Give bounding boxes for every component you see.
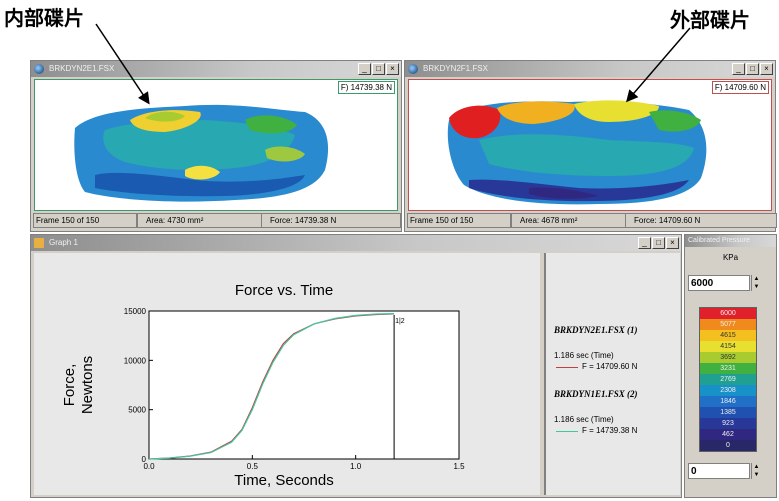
scale-cell: 5077 bbox=[700, 319, 756, 330]
x-axis-label: Time, Seconds bbox=[234, 472, 334, 489]
cursor-label: 1|2 bbox=[395, 318, 405, 325]
pressure-color-scale: 6000 5077 4615 4154 3692 3231 2769 2308 1846 1385… bbox=[699, 307, 757, 452]
right-window-titlebar[interactable]: BRKDYN2F1.FSX _ □ × bbox=[405, 61, 775, 77]
pressure-panel-title: Calibrated Pressure bbox=[688, 237, 750, 244]
y-axis-label: Newtons bbox=[79, 356, 96, 414]
left-status-frame: Frame 150 of 150 bbox=[33, 213, 137, 228]
y-tick-label: 10000 bbox=[124, 356, 147, 365]
x-tick-label: 0.5 bbox=[247, 462, 259, 471]
scale-cell: 462 bbox=[700, 429, 756, 440]
scale-cell: 3231 bbox=[700, 363, 756, 374]
left-pressure-map bbox=[74, 104, 329, 202]
legend-file2-time: 1.186 sec (Time) bbox=[554, 415, 614, 424]
force-time-chart: Force vs. Time Time, Seconds Force, Newtons… bbox=[61, 282, 465, 489]
maximize-button[interactable]: □ bbox=[746, 63, 759, 75]
x-tick-label: 1.5 bbox=[453, 462, 465, 471]
right-pressure-map bbox=[447, 100, 707, 205]
minimize-button[interactable]: _ bbox=[358, 63, 371, 75]
maximize-button[interactable]: □ bbox=[652, 237, 665, 249]
plot-frame bbox=[148, 310, 460, 460]
graph-window-title: Graph 1 bbox=[49, 238, 78, 247]
min-value-input[interactable]: 0 bbox=[688, 463, 750, 479]
legend-file1-swatch bbox=[556, 367, 578, 368]
left-force-readout: F) 14739.38 N bbox=[337, 81, 395, 94]
left-pressure-map-area: F) 14739.38 N bbox=[34, 79, 398, 211]
max-value-stepper[interactable]: ▲ ▼ bbox=[751, 275, 761, 291]
min-value-stepper[interactable]: ▲ ▼ bbox=[751, 463, 761, 479]
pressure-panel-titlebar[interactable]: Calibrated Pressure bbox=[685, 235, 776, 247]
close-button[interactable]: × bbox=[760, 63, 773, 75]
scale-cell: 6000 bbox=[700, 308, 756, 319]
minimize-button[interactable]: _ bbox=[732, 63, 745, 75]
graph-legend-panel: BRKDYN2E1.FSX (1) 1.186 sec (Time) F = 1… bbox=[544, 253, 680, 495]
scale-cell: 4154 bbox=[700, 341, 756, 352]
legend-file1-time: 1.186 sec (Time) bbox=[554, 351, 614, 360]
left-window-title: BRKDYN2E1.FSX bbox=[49, 64, 115, 73]
legend-file2-name: BRKDYN1E1.FSX (2) bbox=[554, 389, 638, 399]
right-window-title: BRKDYN2F1.FSX bbox=[423, 64, 488, 73]
scale-cell: 1385 bbox=[700, 407, 756, 418]
scale-cell: 1846 bbox=[700, 396, 756, 407]
y-tick-label: 0 bbox=[142, 455, 147, 464]
y-axis-label: Force, bbox=[61, 364, 78, 407]
right-force-readout: F) 14709.60 N bbox=[711, 81, 769, 94]
chart-title: Force vs. Time bbox=[235, 282, 333, 299]
scale-cell: 3692 bbox=[700, 352, 756, 363]
legend-file2-swatch bbox=[556, 431, 578, 432]
scale-cell: 2308 bbox=[700, 385, 756, 396]
y-tick-label: 15000 bbox=[124, 307, 147, 316]
graph-window-titlebar[interactable]: Graph 1 _ □ × bbox=[31, 235, 681, 251]
scale-cell: 2769 bbox=[700, 374, 756, 385]
scale-cell: 0 bbox=[700, 440, 756, 451]
inner-disc-label: 内部碟片 bbox=[4, 6, 84, 30]
left-pressure-window: BRKDYN2E1.FSX _ □ × F) 14739.38 N Frame … bbox=[30, 60, 402, 232]
minimize-button[interactable]: _ bbox=[638, 237, 651, 249]
calibrated-pressure-panel: Calibrated Pressure KPa 6000 ▲ ▼ 6000 5077… bbox=[684, 234, 777, 498]
legend-file2-force: F = 14739.38 N bbox=[582, 426, 638, 435]
legend-file1-name: BRKDYN2E1.FSX (1) bbox=[554, 325, 638, 335]
scale-cell: 923 bbox=[700, 418, 756, 429]
right-status-area: Area: 4678 mm² bbox=[511, 213, 631, 228]
legend-file1-force: F = 14709.60 N bbox=[582, 362, 638, 371]
close-button[interactable]: × bbox=[386, 63, 399, 75]
app-icon bbox=[408, 64, 418, 74]
close-button[interactable]: × bbox=[666, 237, 679, 249]
graph-plot-area: Force vs. Time Time, Seconds Force, Newtons… bbox=[34, 253, 540, 495]
pressure-unit: KPa bbox=[722, 253, 739, 262]
y-tick-label: 5000 bbox=[128, 406, 146, 415]
maximize-button[interactable]: □ bbox=[372, 63, 385, 75]
series-line-2 bbox=[148, 313, 395, 460]
right-pressure-map-area: F) 14709.60 N bbox=[408, 79, 772, 211]
scale-cell: 4615 bbox=[700, 330, 756, 341]
left-status-area: Area: 4730 mm² bbox=[137, 213, 267, 228]
right-status-frame: Frame 150 of 150 bbox=[407, 213, 511, 228]
graph-icon bbox=[34, 238, 44, 248]
x-tick-label: 1.0 bbox=[350, 462, 362, 471]
max-value-input[interactable]: 6000 bbox=[688, 275, 750, 291]
right-status-force: Force: 14709.60 N bbox=[625, 213, 777, 228]
outer-disc-label: 外部碟片 bbox=[670, 8, 750, 32]
left-status-force: Force: 14739.38 N bbox=[261, 213, 401, 228]
right-pressure-window: BRKDYN2F1.FSX _ □ × F) 14709.60 N Frame … bbox=[404, 60, 777, 232]
graph-window: Graph 1 _ □ × Force vs. Time Time, Second… bbox=[30, 234, 682, 498]
app-icon bbox=[34, 64, 44, 74]
x-tick-label: 0.0 bbox=[143, 462, 155, 471]
left-window-titlebar[interactable]: BRKDYN2E1.FSX _ □ × bbox=[31, 61, 401, 77]
